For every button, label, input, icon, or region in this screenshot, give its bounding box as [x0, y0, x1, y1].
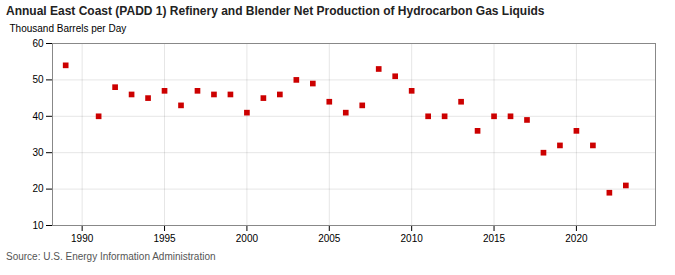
svg-text:20: 20	[32, 183, 44, 194]
svg-text:2000: 2000	[236, 233, 259, 244]
svg-text:1995: 1995	[153, 233, 176, 244]
svg-text:1990: 1990	[71, 233, 94, 244]
svg-text:30: 30	[32, 147, 44, 158]
html-text:Source: U.S. Energy Informatio: Source: U.S. Energy Information Administ…	[6, 251, 216, 262]
svg-text:50: 50	[32, 74, 44, 85]
svg-text:40: 40	[32, 111, 44, 122]
svg-text:60: 60	[32, 38, 44, 49]
svg-text:2015: 2015	[483, 233, 506, 244]
svg-text:2005: 2005	[318, 233, 341, 244]
html-text:Annual East Coast (PADD 1) Ref: Annual East Coast (PADD 1) Refinery and …	[6, 4, 545, 18]
svg-text:Thousand Barrels per Day: Thousand Barrels per Day	[10, 23, 127, 34]
svg-text:2010: 2010	[401, 233, 424, 244]
svg-text:10: 10	[32, 220, 44, 231]
svg-text:2020: 2020	[565, 233, 588, 244]
